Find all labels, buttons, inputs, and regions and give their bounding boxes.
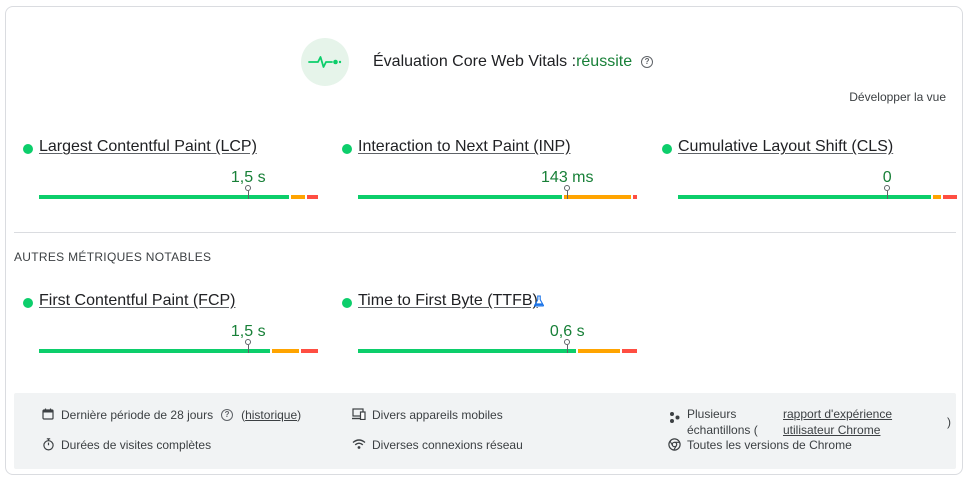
good-segment [39, 195, 290, 199]
distribution-bar [358, 339, 637, 353]
assessment-label: Évaluation Core Web Vitals : [373, 53, 577, 70]
distribution-bar [358, 185, 637, 199]
distribution-bar [39, 339, 318, 353]
samples-close-paren: ) [947, 415, 951, 429]
good-segment [678, 195, 932, 199]
distribution-bar [678, 185, 957, 199]
metric-name[interactable]: Interaction to Next Paint (INP) [358, 138, 571, 155]
chrome-text: Toutes les versions de Chrome [687, 438, 852, 452]
metric-value: 1,5 s [230, 169, 266, 186]
needs-improvement-segment [291, 195, 305, 199]
wifi-icon [352, 437, 366, 451]
good-status-dot [342, 298, 352, 308]
flask-icon[interactable] [533, 295, 545, 307]
other-metrics-title: AUTRES MÉTRIQUES NOTABLES [14, 250, 212, 264]
metric-value: 0,6 s [549, 323, 585, 340]
period-item: Dernière période de 28 jours ? (historiq… [41, 407, 301, 423]
samples-item: Plusieurs échantillons ( rapport d'expér… [667, 406, 951, 438]
data-details-footer: Dernière période de 28 jours ? (historiq… [14, 393, 956, 469]
percentile-marker [884, 185, 891, 199]
good-status-dot [23, 144, 33, 154]
metric-cls: Cumulative Layout Shift (CLS) 0 [662, 137, 957, 199]
assessment-status: réussite [576, 53, 633, 70]
percentile-marker [564, 339, 571, 353]
metric-lcp: Largest Contentful Paint (LCP) 1,5 s [23, 137, 318, 199]
good-status-dot [342, 144, 352, 154]
visits-text: Durées de visites complètes [61, 438, 212, 452]
needs-improvement-segment [271, 349, 300, 353]
crux-report-link[interactable]: rapport d'expérience utilisateur Chrome [783, 407, 893, 437]
percentile-marker [564, 185, 571, 199]
stopwatch-icon [41, 437, 55, 451]
samples-text-line2: échantillons ( [687, 423, 758, 437]
good-segment [358, 349, 577, 353]
samples-icon [667, 410, 681, 424]
devices-text: Divers appareils mobiles [372, 408, 503, 422]
metric-name-text[interactable]: Time to First Byte (TTFB) [358, 292, 538, 309]
good-segment [39, 349, 270, 353]
poor-segment [621, 349, 637, 353]
metric-name[interactable]: Time to First Byte (TTFB) [358, 292, 538, 310]
needs-improvement-segment [933, 195, 942, 199]
good-segment [358, 195, 563, 199]
poor-segment [632, 195, 637, 199]
metric-value: 0 [882, 169, 892, 186]
needs-improvement-segment [564, 195, 631, 199]
poor-segment [301, 349, 318, 353]
devices-item: Divers appareils mobiles [352, 407, 503, 423]
period-text: Dernière période de 28 jours [61, 408, 214, 422]
needs-improvement-segment [578, 349, 620, 353]
distribution-bar [39, 185, 318, 199]
chrome-icon [667, 437, 681, 451]
good-status-dot [662, 144, 672, 154]
metric-name[interactable]: Largest Contentful Paint (LCP) [39, 138, 257, 155]
visits-item: Durées de visites complètes [41, 437, 211, 453]
network-text: Diverses connexions réseau [372, 438, 523, 452]
assessment-badge [301, 38, 349, 86]
heartbeat-icon [308, 56, 342, 68]
good-status-dot [23, 298, 33, 308]
help-icon[interactable]: ? [221, 409, 234, 421]
metric-ttfb: Time to First Byte (TTFB) 0,6 s [342, 291, 637, 353]
poor-segment [306, 195, 318, 199]
percentile-marker [245, 185, 252, 199]
samples-text-line1: Plusieurs [687, 407, 737, 421]
metric-value: 143 ms [541, 169, 594, 186]
poor-segment [943, 195, 957, 199]
calendar-icon [41, 407, 55, 421]
metric-inp: Interaction to Next Paint (INP) 143 ms [342, 137, 637, 199]
metric-name[interactable]: Cumulative Layout Shift (CLS) [678, 138, 894, 155]
history-link[interactable]: historique [245, 408, 298, 422]
assessment-heading: Évaluation Core Web Vitals : réussite ? [373, 53, 654, 71]
devices-icon [352, 407, 366, 421]
core-web-vitals-card: Évaluation Core Web Vitals : réussite ? … [5, 6, 963, 475]
metric-fcp: First Contentful Paint (FCP) 1,5 s [23, 291, 318, 353]
metric-name[interactable]: First Contentful Paint (FCP) [39, 292, 236, 309]
expand-view-link[interactable]: Développer la vue [849, 90, 946, 104]
help-icon[interactable]: ? [641, 56, 654, 68]
chrome-item: Toutes les versions de Chrome [667, 437, 852, 453]
metric-value: 1,5 s [230, 323, 266, 340]
section-divider [14, 232, 956, 233]
percentile-marker [245, 339, 252, 353]
network-item: Diverses connexions réseau [352, 437, 523, 453]
